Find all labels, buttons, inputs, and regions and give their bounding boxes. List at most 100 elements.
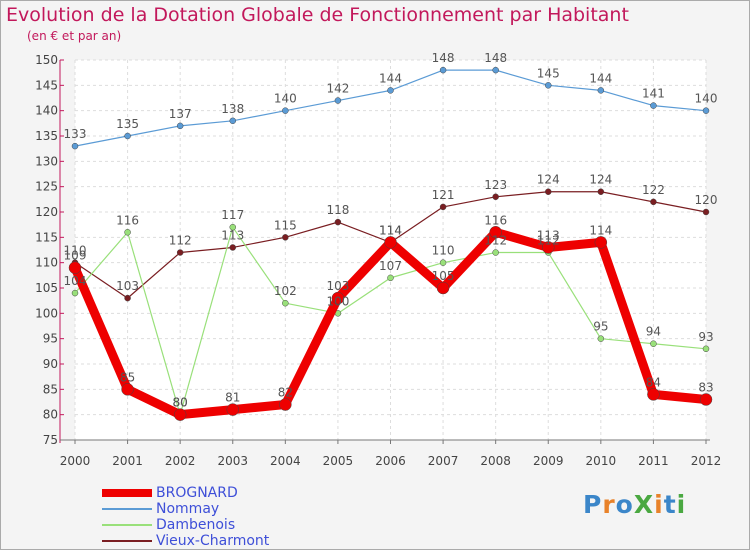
data-point-brognard bbox=[331, 291, 345, 305]
x-tick-label: 2001 bbox=[112, 454, 143, 468]
legend-swatch bbox=[102, 540, 152, 542]
x-tick-label: 2011 bbox=[638, 454, 669, 468]
series-group bbox=[68, 66, 713, 421]
legend-swatch bbox=[102, 524, 152, 526]
legend-label: Dambenois bbox=[156, 517, 236, 533]
data-label-nommay: 145 bbox=[537, 66, 560, 80]
y-tick-label: 85 bbox=[43, 382, 58, 396]
data-label-brognard: 114 bbox=[589, 223, 612, 237]
data-point-nommay bbox=[176, 122, 184, 130]
data-label-brognard: 116 bbox=[484, 213, 507, 227]
data-label-dambenois: 110 bbox=[432, 244, 455, 258]
data-point-nommay bbox=[545, 82, 552, 89]
data-label-vieux-charmont: 124 bbox=[589, 173, 612, 187]
data-point-dambenois bbox=[229, 223, 236, 231]
data-point-vieux-charmont bbox=[229, 244, 236, 251]
data-point-vieux-charmont bbox=[597, 188, 605, 195]
data-point-dambenois bbox=[282, 299, 289, 307]
data-label-brognard: 84 bbox=[646, 375, 661, 389]
data-label-dambenois: 107 bbox=[379, 259, 402, 273]
data-label-brognard: 103 bbox=[326, 279, 349, 293]
y-tick-label: 145 bbox=[35, 78, 58, 92]
data-point-brognard bbox=[68, 261, 82, 274]
data-point-nommay bbox=[229, 117, 236, 125]
data-label-brognard: 82 bbox=[278, 386, 293, 400]
data-label-vieux-charmont: 123 bbox=[484, 178, 507, 192]
data-point-nommay bbox=[282, 107, 289, 114]
data-point-dambenois bbox=[439, 259, 447, 266]
data-label-nommay: 140 bbox=[274, 92, 297, 106]
data-label-dambenois: 117 bbox=[221, 208, 244, 222]
x-tick-label: 2007 bbox=[428, 454, 459, 468]
data-label-dambenois: 93 bbox=[698, 330, 713, 344]
y-tick-label: 75 bbox=[43, 433, 58, 447]
data-point-brognard bbox=[436, 281, 450, 295]
legend-item-vieux-charmont: Vieux-Charmont bbox=[102, 534, 269, 548]
data-label-vieux-charmont: 113 bbox=[221, 228, 244, 242]
data-point-nommay bbox=[387, 87, 394, 94]
data-point-dambenois bbox=[71, 289, 79, 297]
data-label-dambenois: 104 bbox=[64, 274, 87, 288]
x-tick-label: 2008 bbox=[480, 454, 511, 468]
data-point-vieux-charmont bbox=[702, 208, 710, 216]
data-label-dambenois: 95 bbox=[593, 320, 608, 334]
data-point-vieux-charmont bbox=[492, 193, 499, 201]
data-point-nommay bbox=[439, 66, 447, 74]
data-label-vieux-charmont: 110 bbox=[64, 244, 87, 258]
data-label-brognard: 114 bbox=[379, 223, 402, 237]
y-tick-label: 95 bbox=[43, 332, 58, 346]
data-label-dambenois: 102 bbox=[274, 284, 297, 298]
data-label-vieux-charmont: 120 bbox=[695, 193, 718, 207]
y-tick-label: 140 bbox=[35, 104, 58, 118]
data-label-vieux-charmont: 103 bbox=[116, 279, 139, 293]
x-tick-label: 2010 bbox=[586, 454, 617, 468]
data-point-brognard bbox=[647, 388, 660, 401]
data-label-nommay: 142 bbox=[326, 82, 349, 96]
y-tick-label: 120 bbox=[35, 205, 58, 219]
x-tick-label: 2012 bbox=[691, 454, 722, 468]
data-point-brognard bbox=[699, 393, 713, 406]
data-point-nommay bbox=[71, 142, 79, 150]
data-point-nommay bbox=[650, 102, 657, 109]
data-label-dambenois: 94 bbox=[646, 325, 661, 339]
data-point-vieux-charmont bbox=[124, 294, 131, 302]
data-label-dambenois: 80 bbox=[173, 396, 188, 410]
y-tick-label: 150 bbox=[35, 53, 58, 67]
y-tick-label: 105 bbox=[35, 281, 58, 295]
data-label-vieux-charmont: 118 bbox=[326, 203, 349, 217]
logo-letter: i bbox=[654, 490, 664, 519]
data-label-nommay: 144 bbox=[589, 71, 612, 85]
y-axis: 75 80 85 90 95 100 105 110 115 120 125 130 135 140 145… bbox=[35, 53, 64, 447]
data-point-brognard bbox=[489, 226, 502, 239]
data-point-dambenois bbox=[492, 249, 499, 256]
data-point-vieux-charmont bbox=[650, 198, 657, 206]
y-tick-label: 110 bbox=[35, 256, 58, 270]
data-label-nommay: 133 bbox=[64, 127, 87, 141]
data-label-nommay: 137 bbox=[169, 107, 192, 121]
data-label-dambenois: 112 bbox=[537, 234, 560, 248]
data-label-nommay: 141 bbox=[642, 87, 665, 101]
data-point-nommay bbox=[334, 97, 342, 104]
logo-letter: i bbox=[676, 490, 687, 519]
y-tick-label: 135 bbox=[35, 129, 58, 143]
x-tick-label: 2003 bbox=[217, 454, 248, 468]
chart-subtitle: (en € et par an) bbox=[27, 29, 122, 43]
data-point-brognard bbox=[279, 398, 292, 411]
data-point-dambenois bbox=[124, 229, 131, 236]
data-label-brognard: 85 bbox=[120, 370, 135, 384]
data-label-brognard: 80 bbox=[173, 396, 188, 410]
y-tick-label: 125 bbox=[35, 180, 58, 194]
x-tick-label: 2002 bbox=[165, 454, 196, 468]
legend-swatch bbox=[102, 508, 152, 510]
data-point-nommay bbox=[702, 107, 710, 114]
data-label-nommay: 144 bbox=[379, 71, 402, 85]
x-tick-label: 2000 bbox=[60, 454, 91, 468]
data-label-vieux-charmont: 115 bbox=[274, 218, 297, 232]
y-tick-label: 115 bbox=[35, 230, 58, 244]
data-label-vieux-charmont: 124 bbox=[537, 173, 560, 187]
data-label-nommay: 135 bbox=[116, 117, 139, 131]
y-tick-label: 80 bbox=[43, 408, 58, 422]
data-label-dambenois: 116 bbox=[116, 213, 139, 227]
